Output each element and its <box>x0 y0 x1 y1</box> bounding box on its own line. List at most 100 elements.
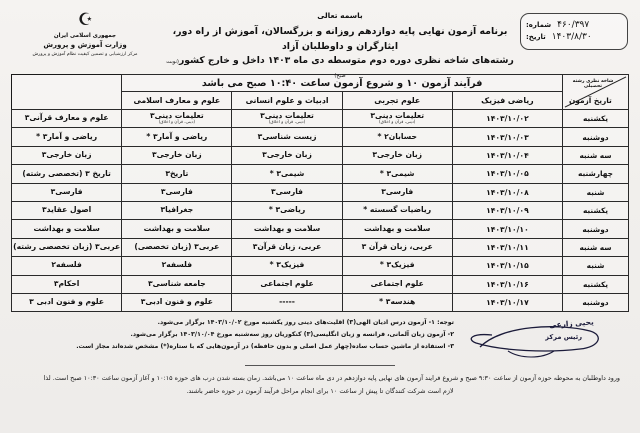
page-title: برنامه آزمون نهایی پایه دوازدهم روزانه و… <box>172 26 508 52</box>
cell-subject-ensani: ریاضی و آمار۳ * <box>121 127 233 147</box>
cell-exam-date: ۱۴۰۳/۱۰/۰۸ <box>451 182 564 202</box>
corner-date-label: تاریخ آزمون <box>569 96 612 105</box>
page-subtitle: رشته‌های شاخه نظری دوره دوم متوسطه دی ما… <box>160 54 520 82</box>
subject-name: جامعه شناسی۳ <box>147 278 206 288</box>
subject-name: عربی۳ (زبان تخصصی رشته) <box>13 242 121 252</box>
subject-name: احکام۳ <box>53 278 80 288</box>
notes-list: توجه: ۱- آزمون درس ادیان الهی(۳) اقلیت‌ه… <box>16 317 454 353</box>
cell-weekday: شنبه <box>562 256 629 276</box>
cell-subject-ensani: فارسی۳ <box>121 182 233 202</box>
subject-name: سلامت و بهداشت <box>364 223 431 233</box>
footer-instructions: ورود داوطلبان به محوطه حوزه آزمون از ساع… <box>6 366 634 398</box>
cell-exam-date: ۱۴۰۳/۱۰/۰۵ <box>451 164 564 184</box>
cell-subject-riazi: علوم اجتماعی <box>341 274 453 294</box>
center-name: مرکز ارزشیابی و تضمین کیفیت نظام آموزش و… <box>32 51 138 57</box>
cell-subject-tajrobi: فیزیک۳ * <box>231 256 343 276</box>
cell-weekday: یکشنبه <box>562 108 629 129</box>
cell-subject-riazi: ریاضیات گسسته * <box>341 200 453 221</box>
schedule-table-body: یکشنبه ۱۴۰۳/۱۰/۰۲ تعلیمات دینی۳ (دینی، قرآن… <box>10 108 629 313</box>
cell-weekday: چهارشنبه <box>562 164 629 184</box>
cell-exam-date: ۱۴۰۳/۱۰/۱۶ <box>451 274 564 294</box>
document-meta-box: شماره: ۴۶۰/۳۹۷ تاریخ: ۱۴۰۳/۸/۳۰ <box>520 13 628 50</box>
cell-subject-maaref: فارسی۳ <box>10 182 123 202</box>
cell-exam-date: ۱۴۰۳/۱۰/۱۵ <box>451 256 564 276</box>
cell-subject-ensani: جغرافیا۳ <box>121 200 233 221</box>
cell-weekday: سه شنبه <box>562 145 629 166</box>
cell-weekday: دوشنبه <box>562 219 629 239</box>
cell-subject-riazi: هندسه۳ * <box>341 292 453 313</box>
cell-exam-date: ۱۴۰۳/۱۰/۱۰ <box>451 219 564 239</box>
notes-and-signature: توجه: ۱- آزمون درس ادیان الهی(۳) اقلیت‌ه… <box>6 312 634 363</box>
corner-field-label: شاخه نظری رشته تحصیلی <box>572 79 614 89</box>
subject-name: ----- <box>279 297 295 307</box>
subject-name: هندسه۳ * <box>379 297 416 307</box>
horizontal-rule <box>245 365 395 367</box>
cell-subject-maaref: تاریخ ۳ (تخصصی رشته) <box>10 164 123 184</box>
letterhead: ☪ جمهوری اسلامی ایران وزارت آموزش و پرور… <box>6 4 634 79</box>
subject-name: تعلیمات دینی۳ <box>370 111 425 121</box>
subject-name: علوم اجتماعی <box>260 278 314 288</box>
table-row: دوشنبه ۱۴۰۳/۱۰/۰۳ حسابان۲ * زیست شناسی۳ ریاض… <box>10 127 629 147</box>
subject-name: جغرافیا۳ <box>160 205 194 215</box>
table-row: یکشنبه ۱۴۰۳/۱۰/۰۲ تعلیمات دینی۳ (دینی، قرآن… <box>10 108 629 129</box>
subject-name: علوم اجتماعی <box>370 278 424 288</box>
cell-subject-tajrobi: زیست شناسی۳ <box>231 127 343 147</box>
cell-subject-tajrobi: سلامت و بهداشت <box>231 219 343 239</box>
subject-name: عربی، زبان قرآن۳ <box>252 242 322 252</box>
footer-line-2: لازم است شرکت کنندگان تا پیش از ساعت ۱۰ … <box>186 387 454 396</box>
cell-subject-riazi: سلامت و بهداشت <box>341 219 453 239</box>
subject-name: علوم و فنون ادبی ۳ <box>29 297 105 307</box>
cell-weekday: شنبه <box>562 182 629 202</box>
cell-subject-tajrobi: زبان خارجی۳ <box>231 145 343 166</box>
cell-subject-tajrobi: علوم اجتماعی <box>231 274 343 294</box>
table-row: شنبه ۱۴۰۳/۱۰/۰۸ فارسی۳ فارسی۳ فارسی۳ فارسی۳ <box>10 182 629 202</box>
subject-name: ریاضیات گسسته * <box>363 205 432 215</box>
cell-subject-riazi: فیزیک۳ * <box>341 256 453 276</box>
diagonal-divider-icon <box>564 76 627 108</box>
cell-subject-riazi: فارسی۳ <box>341 182 453 202</box>
table-row: یکشنبه ۱۴۰۳/۱۰/۰۹ ریاضیات گسسته * ریاضی۳ * ج… <box>10 200 629 221</box>
cell-subject-riazi: حسابان۲ * <box>341 127 453 147</box>
table-corner-header: شاخه نظری رشته تحصیلی تاریخ آزمون <box>562 74 629 110</box>
column-header-ensani: ادبیات و علوم انسانی <box>231 91 343 110</box>
table-column-header-row: ریاضی فیزیک علوم تجربی ادبیات و علوم انس… <box>12 91 629 110</box>
column-header-tajrobi: علوم تجربی <box>341 91 453 110</box>
ministry-name: وزارت آموزش و پرورش <box>43 41 127 50</box>
subject-name: شیمی۳ * <box>379 168 415 178</box>
subject-name: زبان خارجی۳ <box>151 150 202 160</box>
table-row: یکشنبه ۱۴۰۳/۱۰/۱۶ علوم اجتماعی علوم اجتماعی… <box>10 274 629 294</box>
subject-name: علوم و فنون ادبی۳ <box>140 297 213 307</box>
cell-exam-date: ۱۴۰۳/۱۰/۰۳ <box>451 127 564 147</box>
cell-subject-maaref: سلامت و بهداشت <box>10 219 123 239</box>
table-row: شنبه ۱۴۰۳/۱۰/۱۵ فیزیک۳ * فیزیک۳ * فلسفه۲ فلسف… <box>10 256 629 276</box>
table-row: سه شنبه ۱۴۰۳/۱۰/۰۴ زبان خارجی۳ زبان خارجی۳ ز… <box>10 145 629 166</box>
iran-emblem-icon: ☪ <box>77 10 93 30</box>
note-item-3: ۳- استفاده از ماشین حساب ساده(چهار عمل ا… <box>76 343 454 351</box>
cell-subject-riazi: زبان خارجی۳ <box>341 145 453 166</box>
cell-subject-ensani: تاریخ۳ <box>121 164 233 184</box>
cell-subject-maaref: ریاضی و آمار۳ * <box>10 127 123 147</box>
cell-weekday: یکشنبه <box>562 200 629 221</box>
subject-name: حسابان۲ * <box>377 131 417 141</box>
cell-subject-ensani: زبان خارجی۳ <box>121 145 233 166</box>
cell-subject-riazi: عربی، زبان قرآن ۳ <box>341 237 453 258</box>
subject-name: سلامت و بهداشت <box>143 223 211 233</box>
subject-subnote: (دینی، قرآن و اخلاق) <box>268 119 306 125</box>
cell-subject-maaref: زبان خارجی۳ <box>10 145 123 166</box>
signatory-role: رئیس مرکز <box>545 333 582 342</box>
table-row: سه شنبه ۱۴۰۳/۱۰/۱۱ عربی، زبان قرآن ۳ عربی، … <box>10 237 629 258</box>
schedule-table-wrap: شاخه نظری رشته تحصیلی تاریخ آزمون فرآیند… <box>6 74 634 313</box>
cell-subject-ensani: جامعه شناسی۳ <box>121 274 233 294</box>
cell-subject-ensani: عربی۳ (زبان تخصصی) <box>121 237 233 258</box>
subject-name: فارسی۳ <box>271 186 304 196</box>
cell-subject-maaref: عربی۳ (زبان تخصصی رشته) <box>10 237 123 258</box>
date-label: تاریخ: <box>526 33 546 41</box>
cell-subject-ensani: فلسفه۲ <box>121 256 233 276</box>
subject-name: اصول عقاید۳ <box>41 205 92 215</box>
subject-name: تعلیمات دینی۳ <box>149 111 204 121</box>
subject-name: زبان خارجی۳ <box>41 150 92 160</box>
column-header-riazi: ریاضی فیزیک <box>451 91 564 110</box>
exam-shift-label: (نوبت صبح) <box>166 59 346 79</box>
cell-weekday: سه شنبه <box>562 237 629 258</box>
